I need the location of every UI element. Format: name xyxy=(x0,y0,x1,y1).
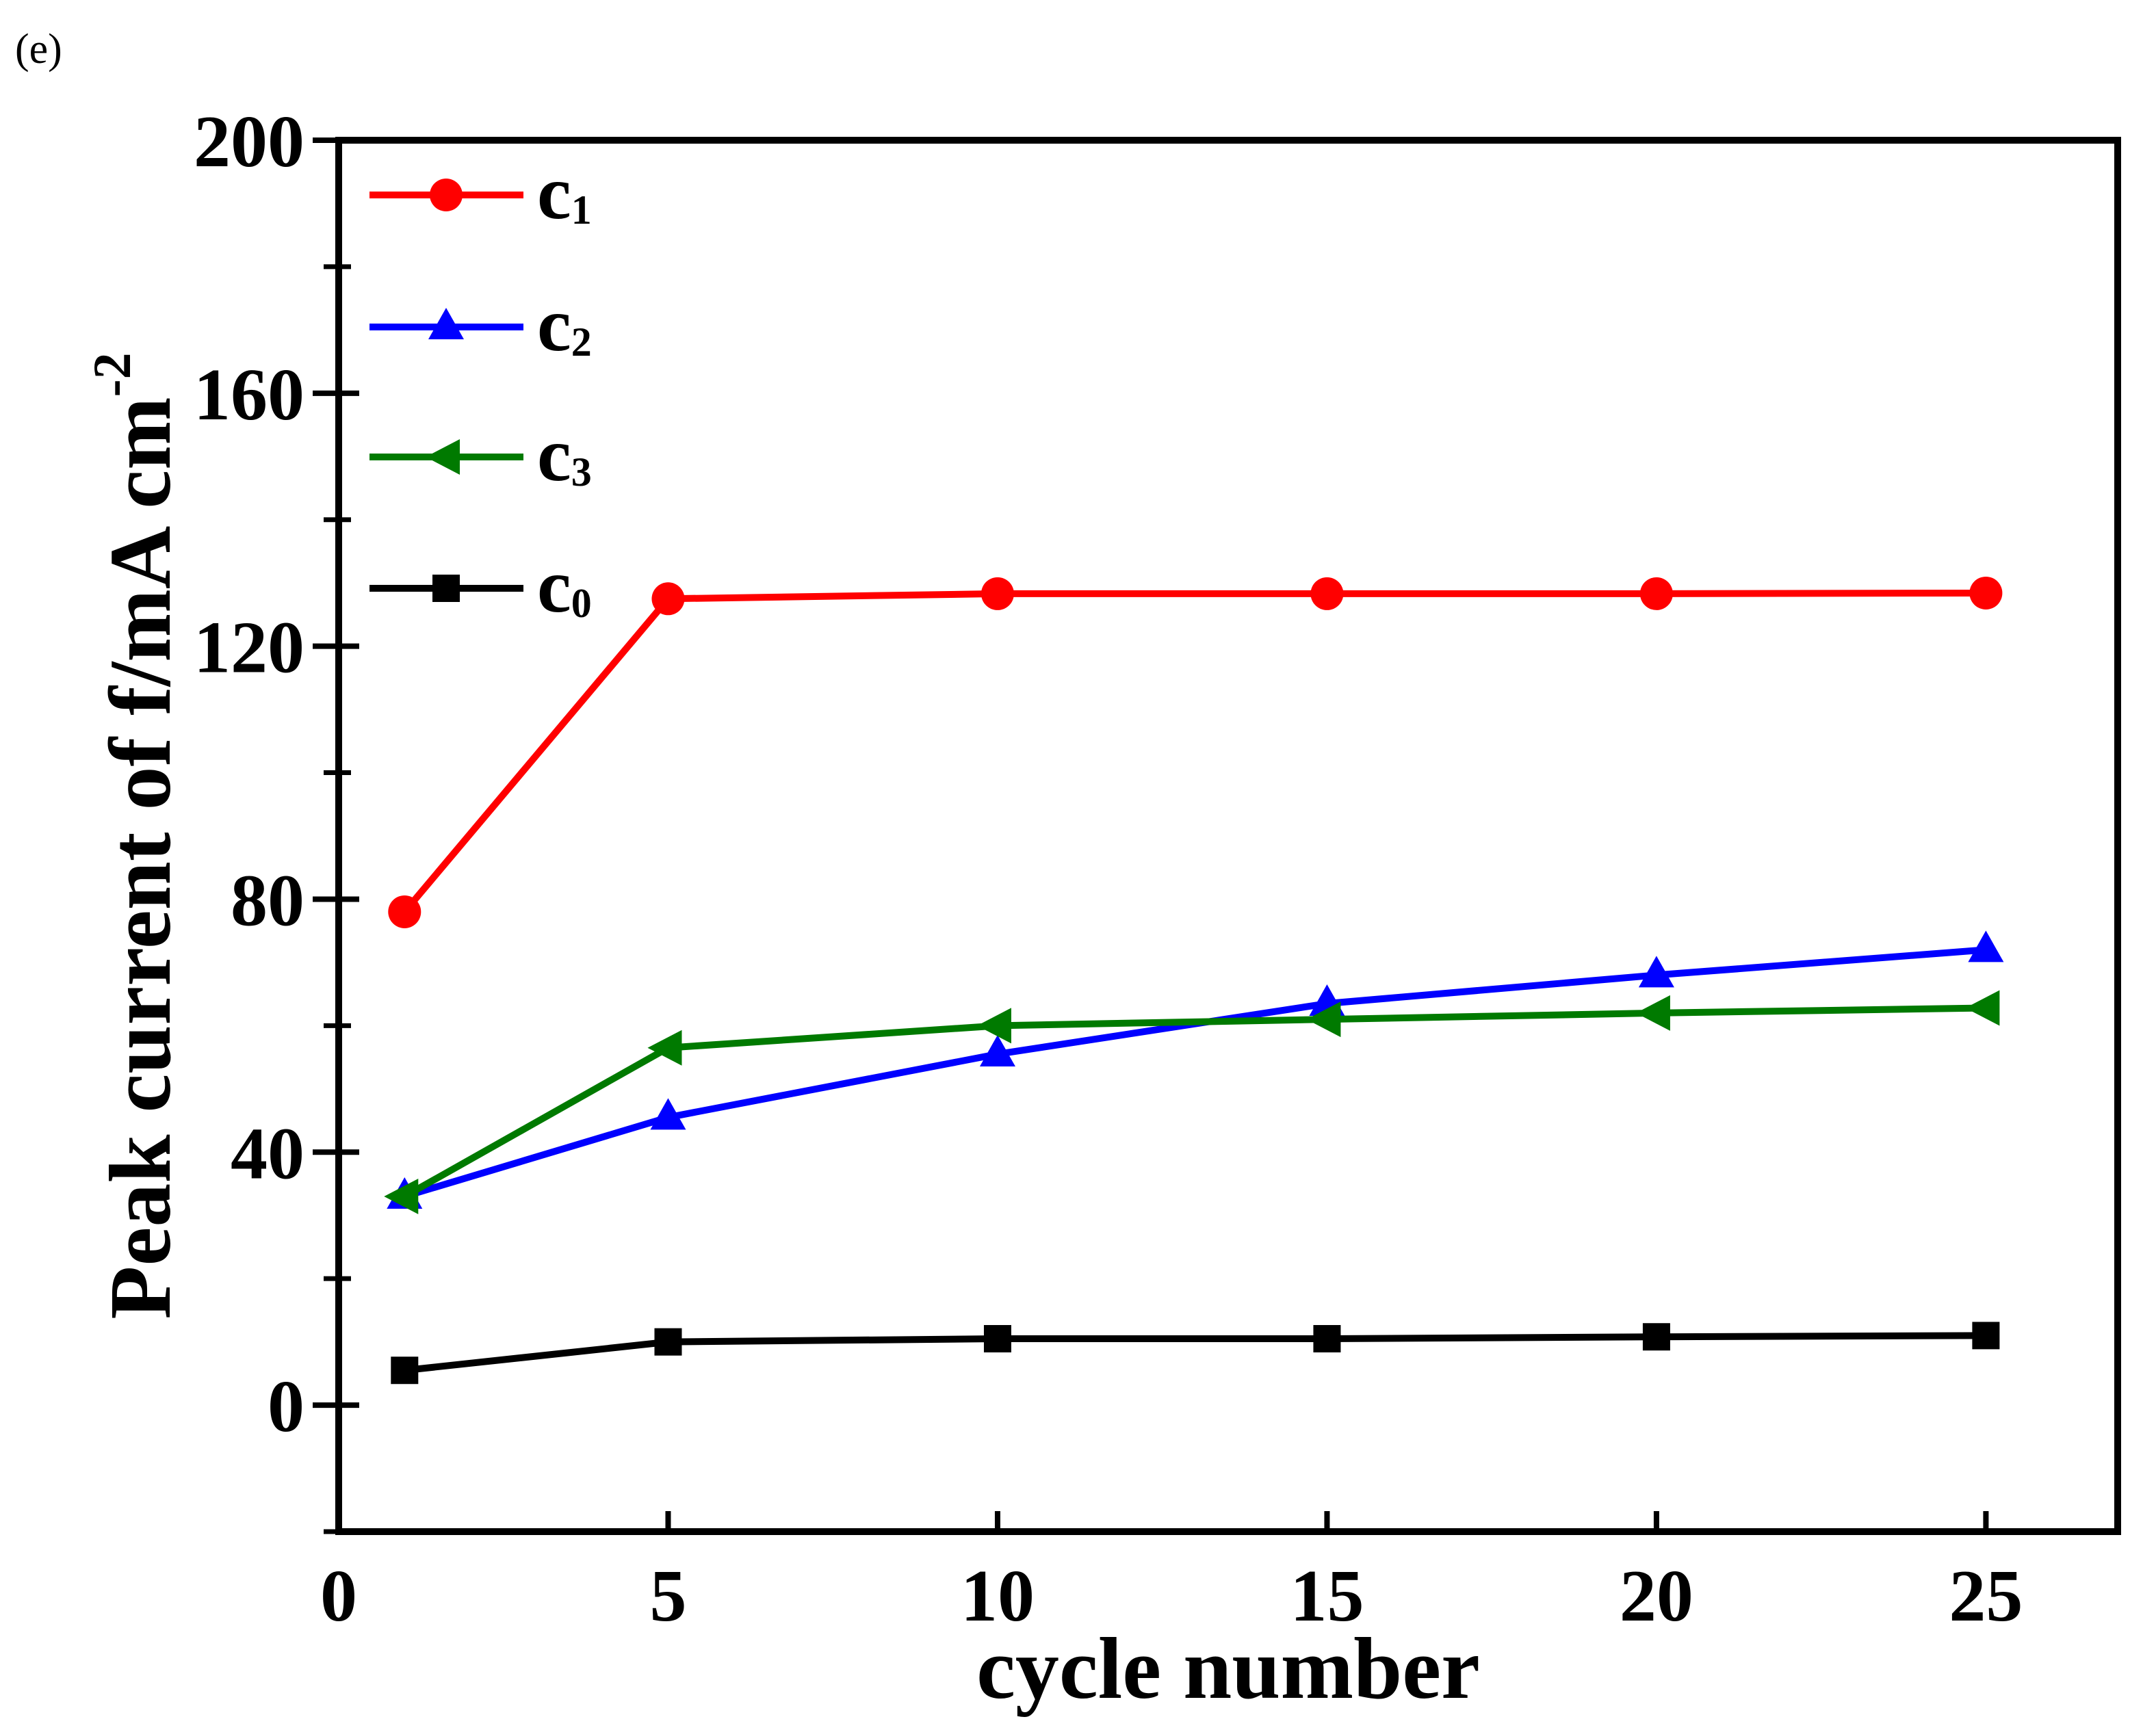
y-tick-label: 0 xyxy=(268,1366,304,1447)
x-tick-label: 15 xyxy=(1290,1556,1364,1637)
legend-marker xyxy=(428,308,464,339)
legend-marker xyxy=(426,439,460,475)
data-point-c2 xyxy=(1638,956,1674,988)
data-point-c3 xyxy=(976,1008,1011,1044)
series-line-c1 xyxy=(402,589,1986,915)
x-tick-label: 25 xyxy=(1949,1556,2023,1637)
legend-marker xyxy=(430,179,463,211)
legend-marker xyxy=(432,575,460,602)
y-tick-label: 160 xyxy=(194,354,304,436)
legend: c1 c2 c3 c0 xyxy=(369,150,592,629)
data-point-c0 xyxy=(1313,1325,1341,1353)
data-point-c3 xyxy=(384,1178,419,1214)
legend-item-c1: c1 xyxy=(369,150,592,235)
panel-label: (e) xyxy=(15,26,62,73)
plot-frame xyxy=(335,137,2121,1535)
legend-item-c2: c2 xyxy=(369,283,592,367)
data-point-c0 xyxy=(654,1328,682,1356)
data-point-c1 xyxy=(980,577,1014,610)
series-line-c0 xyxy=(404,1332,1986,1374)
series-c1 xyxy=(388,576,2003,928)
data-point-c2 xyxy=(1968,930,2004,962)
x-tick-label: 0 xyxy=(320,1556,357,1637)
y-tick-label: 40 xyxy=(231,1113,304,1194)
data-point-c0 xyxy=(1642,1323,1670,1351)
data-point-c3 xyxy=(647,1030,682,1066)
x-tick-label: 5 xyxy=(649,1556,686,1637)
data-point-c2 xyxy=(650,1098,686,1130)
legend-label: c2 xyxy=(537,283,592,367)
legend-item-c3: c3 xyxy=(369,412,592,497)
x-axis-title: cycle number xyxy=(976,1620,1480,1717)
data-point-c0 xyxy=(1972,1322,2000,1350)
y-tick-label: 200 xyxy=(194,101,304,183)
legend-item-c0: c0 xyxy=(369,544,592,629)
data-point-c3 xyxy=(1635,995,1670,1031)
data-point-c0 xyxy=(391,1357,419,1385)
data-point-c3 xyxy=(1306,1001,1341,1038)
data-point-c3 xyxy=(1965,990,2000,1026)
data-point-c2 xyxy=(979,1034,1015,1066)
series-line-c2 xyxy=(403,946,1986,1200)
svg-text:Peak current of f/mA cm-2: Peak current of f/mA cm-2 xyxy=(82,352,189,1319)
legend-label: c0 xyxy=(537,544,592,629)
series-line-c3 xyxy=(402,1004,1986,1200)
data-point-c0 xyxy=(983,1325,1011,1353)
y-axis-title: Peak current of f/mA cm-2 xyxy=(82,352,189,1319)
data-point-c1 xyxy=(388,895,421,928)
y-tick-label: 80 xyxy=(231,860,304,941)
series-c3 xyxy=(384,990,2000,1214)
data-point-c1 xyxy=(651,582,685,616)
series-c0 xyxy=(391,1322,2000,1385)
legend-label: c1 xyxy=(537,150,592,235)
data-point-c1 xyxy=(1639,577,1673,610)
x-tick-label: 10 xyxy=(961,1556,1035,1637)
y-tick-label: 120 xyxy=(194,607,304,689)
x-tick-label: 20 xyxy=(1620,1556,1693,1637)
data-point-c1 xyxy=(1969,576,2003,610)
data-point-c1 xyxy=(1310,577,1344,610)
legend-label: c3 xyxy=(537,412,592,497)
